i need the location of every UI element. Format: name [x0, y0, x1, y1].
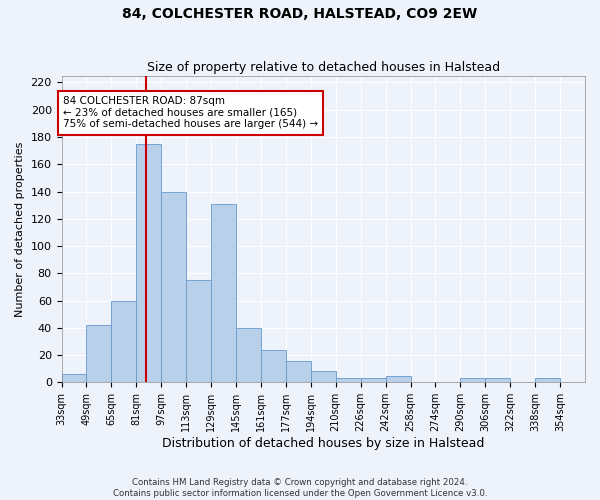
Bar: [136, 144, 161, 382]
Text: 84 COLCHESTER ROAD: 87sqm
← 23% of detached houses are smaller (165)
75% of semi: 84 COLCHESTER ROAD: 87sqm ← 23% of detac…: [63, 96, 318, 130]
Bar: [86, 325, 112, 382]
Bar: [161, 192, 186, 382]
Bar: [386, 376, 410, 382]
Title: Size of property relative to detached houses in Halstead: Size of property relative to detached ho…: [147, 62, 500, 74]
Bar: [261, 350, 286, 382]
Bar: [286, 360, 311, 382]
Bar: [535, 378, 560, 382]
Bar: [336, 378, 361, 382]
Bar: [186, 280, 211, 382]
Bar: [62, 374, 86, 382]
Text: 84, COLCHESTER ROAD, HALSTEAD, CO9 2EW: 84, COLCHESTER ROAD, HALSTEAD, CO9 2EW: [122, 8, 478, 22]
X-axis label: Distribution of detached houses by size in Halstead: Distribution of detached houses by size …: [162, 437, 484, 450]
Text: Contains HM Land Registry data © Crown copyright and database right 2024.
Contai: Contains HM Land Registry data © Crown c…: [113, 478, 487, 498]
Bar: [361, 378, 386, 382]
Y-axis label: Number of detached properties: Number of detached properties: [15, 142, 25, 316]
Bar: [460, 378, 485, 382]
Bar: [485, 378, 510, 382]
Bar: [211, 204, 236, 382]
Bar: [311, 372, 336, 382]
Bar: [112, 300, 136, 382]
Bar: [236, 328, 261, 382]
